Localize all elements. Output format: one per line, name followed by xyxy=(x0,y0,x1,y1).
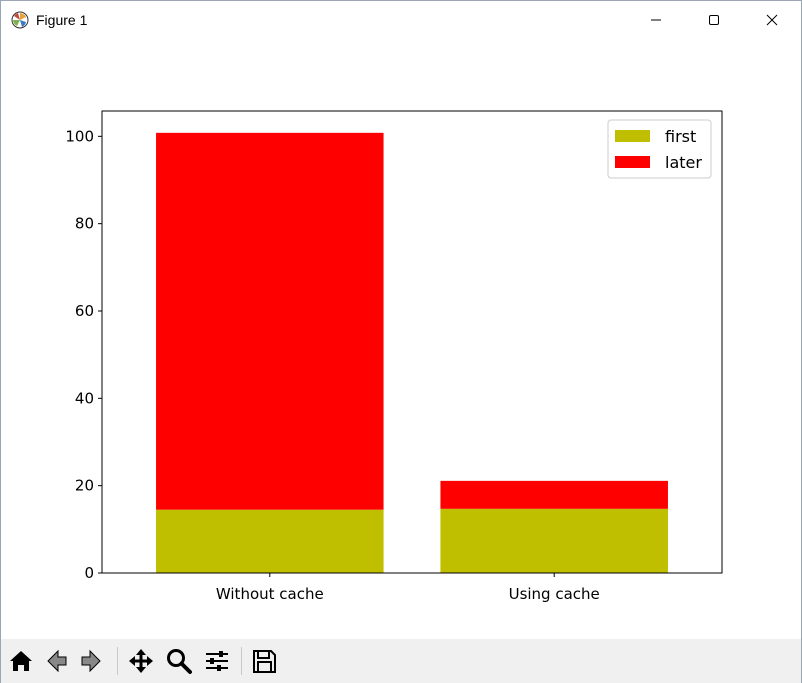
title-bar[interactable]: Figure 1 xyxy=(1,1,801,39)
y-tick-label: 40 xyxy=(75,389,94,407)
zoom-button[interactable] xyxy=(164,646,194,676)
maximize-button[interactable] xyxy=(685,1,743,39)
bar-later-0 xyxy=(156,132,384,510)
bar-chart: 0 20 40 60 80 100 Without cache Using cache fi… xyxy=(65,110,723,603)
home-icon xyxy=(10,651,32,671)
configure-subplots-button[interactable] xyxy=(202,646,232,676)
matplotlib-logo-icon xyxy=(11,11,29,29)
pan-icon xyxy=(129,649,153,673)
y-tick-label: 20 xyxy=(75,477,94,495)
toolbar-separator xyxy=(117,647,118,675)
close-icon xyxy=(766,14,778,26)
x-tick-label: Without cache xyxy=(216,585,324,603)
back-icon xyxy=(47,649,67,673)
minimize-icon xyxy=(651,19,661,21)
plot-canvas[interactable]: 0 20 40 60 80 100 Without cache Using cache fi… xyxy=(1,39,801,639)
axes-frame xyxy=(101,110,723,574)
configure-subplots-icon xyxy=(206,651,228,671)
legend-swatch-first xyxy=(615,130,650,142)
bar-first-1 xyxy=(440,508,668,573)
minimize-button[interactable] xyxy=(627,1,685,39)
legend-label-first: first xyxy=(665,127,696,146)
bar-first-0 xyxy=(156,509,384,573)
x-tick-label: Using cache xyxy=(509,585,600,603)
back-button[interactable] xyxy=(41,646,71,676)
legend-swatch-later xyxy=(615,156,650,168)
maximize-icon xyxy=(709,15,719,25)
close-button[interactable] xyxy=(743,1,801,39)
window-title: Figure 1 xyxy=(36,12,88,28)
forward-icon xyxy=(81,649,101,673)
navigation-toolbar xyxy=(1,639,801,683)
legend-label-later: later xyxy=(665,153,702,172)
pan-button[interactable] xyxy=(126,646,156,676)
save-button[interactable] xyxy=(249,646,279,676)
bar-later-1 xyxy=(440,480,668,509)
home-button[interactable] xyxy=(6,646,36,676)
toolbar-separator xyxy=(241,647,242,675)
zoom-icon xyxy=(167,649,192,674)
legend: first later xyxy=(607,119,712,179)
y-tick-label: 60 xyxy=(75,302,94,320)
y-tick-label: 100 xyxy=(65,127,94,145)
y-tick-label: 0 xyxy=(84,564,94,582)
y-tick-label: 80 xyxy=(75,215,94,233)
save-icon xyxy=(253,650,276,673)
forward-button[interactable] xyxy=(77,646,107,676)
